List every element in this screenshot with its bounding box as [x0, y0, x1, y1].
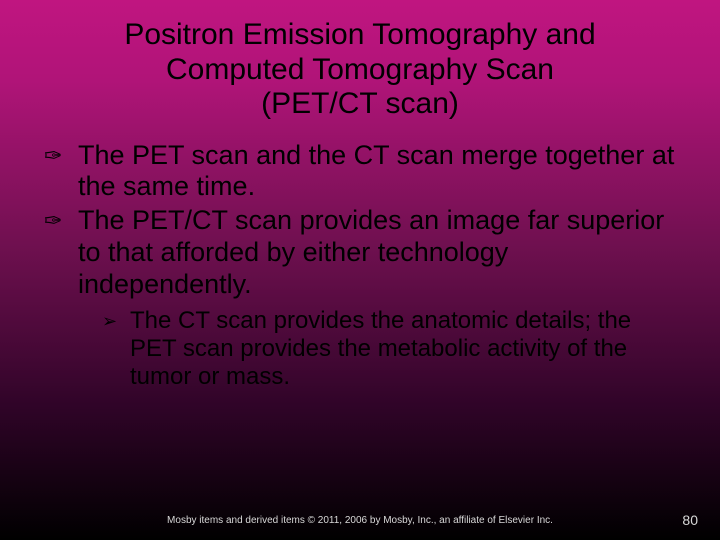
- bullet-icon: ✑: [42, 140, 78, 172]
- title-line-2: Computed Tomography Scan: [0, 53, 720, 88]
- title-line-3: (PET/CT scan): [0, 87, 720, 122]
- bullet-text: The PET/CT scan provides an image far su…: [78, 205, 678, 301]
- bullet-text: The PET scan and the CT scan merge toget…: [78, 140, 678, 204]
- title-line-1: Positron Emission Tomography and: [0, 18, 720, 53]
- slide-body: ✑ The PET scan and the CT scan merge tog…: [0, 122, 720, 392]
- sub-bullet-item: ➢ The CT scan provides the anatomic deta…: [42, 307, 678, 392]
- bullet-item: ✑ The PET/CT scan provides an image far …: [42, 205, 678, 301]
- sub-bullet-text: The CT scan provides the anatomic detail…: [130, 307, 678, 392]
- arrow-icon: ➢: [102, 307, 130, 335]
- footer-copyright: Mosby items and derived items © 2011, 20…: [0, 515, 720, 526]
- bullet-icon: ✑: [42, 205, 78, 237]
- slide-title: Positron Emission Tomography and Compute…: [0, 0, 720, 122]
- bullet-item: ✑ The PET scan and the CT scan merge tog…: [42, 140, 678, 204]
- slide: Positron Emission Tomography and Compute…: [0, 0, 720, 540]
- page-number: 80: [682, 512, 698, 528]
